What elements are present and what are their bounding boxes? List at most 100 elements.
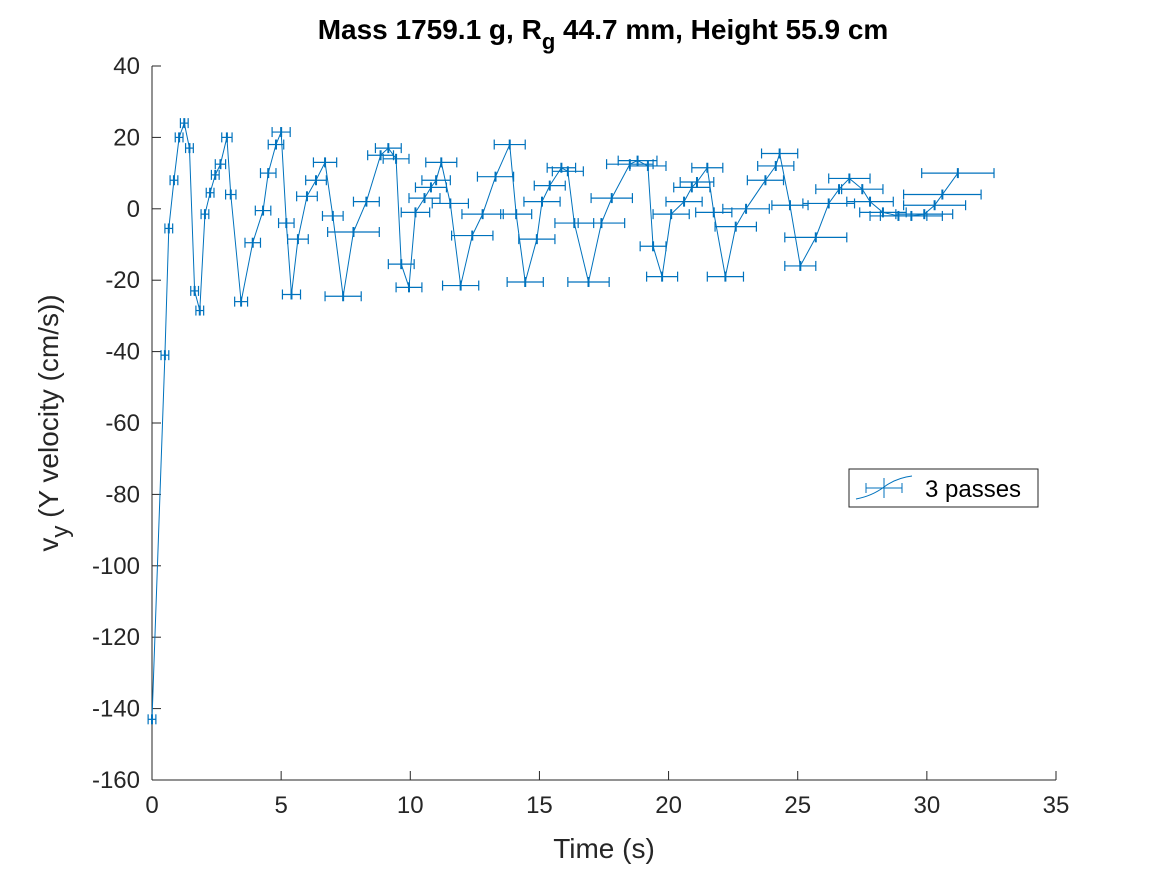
data-point xyxy=(921,168,995,179)
y-tick-label: 40 xyxy=(113,53,140,80)
data-point xyxy=(169,175,179,186)
data-point xyxy=(277,218,295,229)
data-point xyxy=(174,132,184,143)
x-tick-label: 25 xyxy=(784,792,811,819)
data-point xyxy=(802,198,856,209)
y-tick-label: -160 xyxy=(92,767,140,794)
x-ticks: 0 5 10 15 20 25 30 35 xyxy=(145,771,1069,819)
data-point xyxy=(281,289,302,300)
data-point xyxy=(567,276,610,287)
x-tick-label: 35 xyxy=(1043,792,1070,819)
y-tick-label: -80 xyxy=(105,481,140,508)
y-tick-label: -40 xyxy=(105,339,140,366)
y-tick-label: 0 xyxy=(127,196,140,223)
data-point xyxy=(551,166,584,177)
x-tick-label: 30 xyxy=(914,792,941,819)
series-line xyxy=(151,121,959,720)
data-point xyxy=(828,173,871,184)
data-point xyxy=(352,196,380,207)
data-point xyxy=(757,160,795,171)
data-point xyxy=(382,153,410,164)
data-point xyxy=(760,148,799,159)
data-point xyxy=(639,241,667,252)
legend-swatch xyxy=(855,475,913,500)
data-point xyxy=(841,184,884,195)
data-point xyxy=(225,189,237,200)
y-ticks: 40 20 0 -20 -40 -60 -80 -100 -120 -140 -160 xyxy=(92,53,161,794)
x-tick-label: 20 xyxy=(655,792,682,819)
data-point xyxy=(714,221,757,232)
data-point xyxy=(679,177,715,188)
data-point xyxy=(706,271,745,282)
data-point xyxy=(665,196,703,207)
data-point xyxy=(221,132,233,143)
title-main-part: Mass 1759.1 g, R xyxy=(318,14,542,45)
data-point xyxy=(321,210,344,221)
data-point xyxy=(646,271,679,282)
data-point xyxy=(234,296,249,307)
data-point xyxy=(147,714,157,725)
data-point xyxy=(190,285,200,296)
data-point xyxy=(722,203,770,214)
x-tick-label: 10 xyxy=(397,792,424,819)
data-point xyxy=(476,171,515,182)
data-point xyxy=(533,180,566,191)
x-tick-label: 0 xyxy=(145,792,158,819)
data-point xyxy=(617,155,658,166)
y-label-rest: (Y velocity (cm/s)) xyxy=(33,294,64,525)
data-point xyxy=(210,169,220,180)
data-point xyxy=(784,260,817,271)
data-point xyxy=(425,157,458,168)
x-tick-label: 5 xyxy=(274,792,287,819)
y-label-subscript: y xyxy=(47,526,74,538)
data-point xyxy=(414,182,448,193)
data-point xyxy=(577,218,626,229)
data-point xyxy=(431,198,469,209)
data-point xyxy=(451,230,494,241)
y-axis-label: vy (Y velocity (cm/s)) xyxy=(33,294,74,551)
data-point xyxy=(784,232,848,243)
data-point xyxy=(846,196,894,207)
x-tick-label: 15 xyxy=(526,792,553,819)
data-point xyxy=(493,139,526,150)
data-point xyxy=(312,157,338,168)
data-point xyxy=(305,175,327,186)
title-rest: 44.7 mm, Height 55.9 cm xyxy=(555,14,888,45)
data-point xyxy=(287,234,309,245)
data-point xyxy=(673,182,711,193)
data-point xyxy=(374,143,402,154)
data-point xyxy=(500,209,533,220)
data-point xyxy=(267,139,285,150)
data-point xyxy=(523,196,561,207)
data-point xyxy=(691,162,724,173)
y-label-v: v xyxy=(33,538,64,552)
data-point xyxy=(441,280,480,291)
y-tick-label: -120 xyxy=(92,624,140,651)
data-point xyxy=(259,168,277,179)
data-point xyxy=(506,276,544,287)
y-tick-label: 20 xyxy=(113,124,140,151)
data-point xyxy=(244,237,262,248)
data-point xyxy=(400,207,431,218)
y-tick-label: -100 xyxy=(92,553,140,580)
data-point xyxy=(254,205,272,216)
data-point xyxy=(324,291,362,302)
series-3-passes xyxy=(147,118,995,725)
title-subscript: g xyxy=(542,29,555,54)
data-point xyxy=(518,234,556,245)
data-point xyxy=(903,200,967,211)
data-point xyxy=(195,305,205,316)
y-tick-label: -20 xyxy=(105,267,140,294)
legend-label: 3 passes xyxy=(925,476,1021,503)
data-point xyxy=(903,189,982,200)
data-point xyxy=(895,209,954,220)
data-point xyxy=(179,118,189,129)
data-point xyxy=(629,160,667,171)
chart-title: Mass 1759.1 g, Rg 44.7 mm, Height 55.9 c… xyxy=(318,14,889,54)
data-point xyxy=(214,159,227,170)
data-point xyxy=(387,259,415,270)
data-point xyxy=(746,175,785,186)
data-point xyxy=(205,187,215,198)
data-point xyxy=(200,209,210,220)
